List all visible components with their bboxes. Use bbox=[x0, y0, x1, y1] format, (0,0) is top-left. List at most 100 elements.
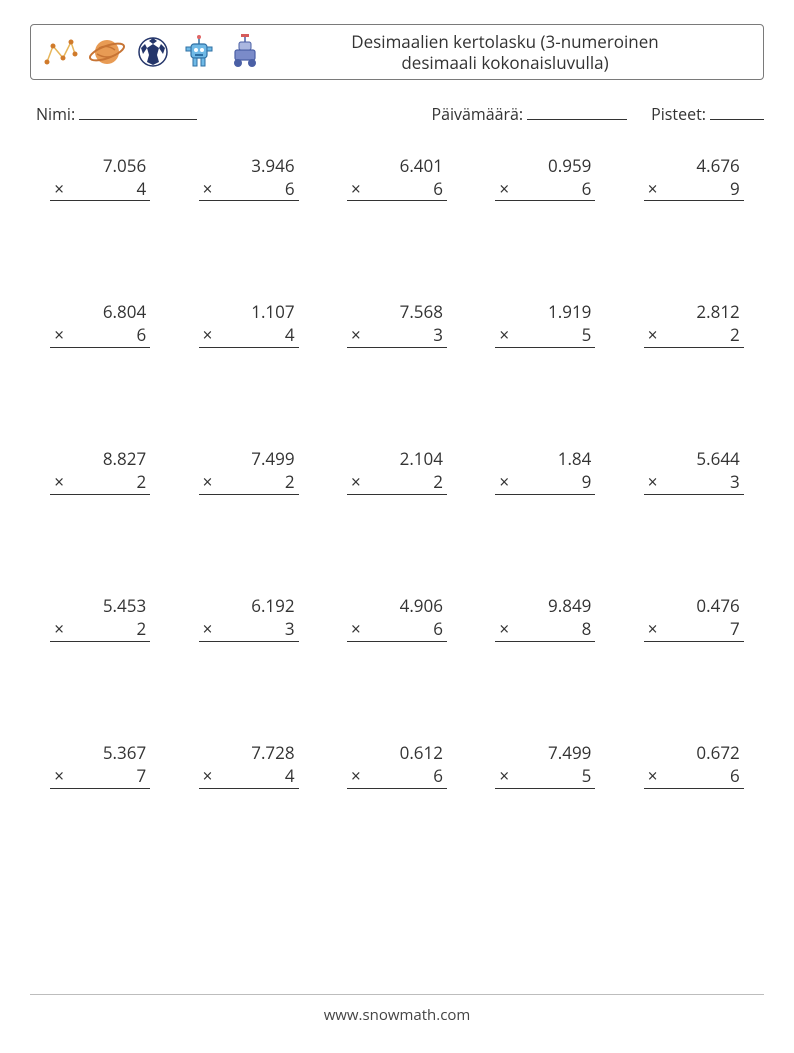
multiplication-problem: 4.906× 6 bbox=[347, 595, 447, 642]
multiplication-problem: 5.367×7 bbox=[50, 742, 150, 789]
operator-symbol: × bbox=[203, 765, 213, 788]
score-blank[interactable] bbox=[710, 102, 764, 120]
multiplier: 5 bbox=[582, 324, 592, 347]
multiplicand: 7.568 bbox=[347, 301, 447, 324]
multiplicand: 7.728 bbox=[199, 742, 299, 765]
footer-text: www.snowmath.com bbox=[0, 1005, 794, 1025]
multiplicand: 4.906 bbox=[347, 595, 447, 618]
multiplicand: 4.676 bbox=[644, 155, 744, 178]
operator-symbol: × bbox=[203, 178, 213, 201]
multiplier: 3 bbox=[285, 618, 295, 641]
planet-icon bbox=[87, 32, 127, 72]
operator-symbol: × bbox=[648, 765, 658, 788]
operator-symbol: × bbox=[351, 471, 361, 494]
multiplication-problem: 1.84×9 bbox=[495, 448, 595, 495]
score-field: Pisteet: bbox=[651, 102, 764, 125]
multiplication-problem: 7.056×4 bbox=[50, 155, 150, 202]
multiplication-problem: 5.453×2 bbox=[50, 595, 150, 642]
multiplicand: 6.401 bbox=[347, 155, 447, 178]
multiplier: 6 bbox=[136, 324, 146, 347]
operator-symbol: × bbox=[203, 471, 213, 494]
multiplication-problem: 0.959×6 bbox=[495, 155, 595, 202]
multiplier-row: ×6 bbox=[347, 765, 447, 789]
multiplier-row: ×8 bbox=[495, 618, 595, 642]
multiplier: 2 bbox=[136, 618, 146, 641]
worksheet-title: Desimaalien kertolasku (3-numeroinen des… bbox=[265, 31, 753, 74]
multiplicand: 8.827 bbox=[50, 448, 150, 471]
multiplier-row: ×5 bbox=[495, 765, 595, 789]
name-blank[interactable] bbox=[79, 102, 197, 120]
name-label: Nimi: bbox=[36, 103, 75, 125]
multiplier: 2 bbox=[730, 324, 740, 347]
multiplier: 3 bbox=[730, 471, 740, 494]
worksheet-page: Desimaalien kertolasku (3-numeroinen des… bbox=[0, 0, 794, 1053]
multiplier: 6 bbox=[433, 765, 443, 788]
multiplier: 2 bbox=[285, 471, 295, 494]
score-label: Pisteet: bbox=[651, 103, 706, 125]
operator-symbol: × bbox=[351, 324, 361, 347]
multiplier-row: ×2 bbox=[644, 324, 744, 348]
multiplier-row: ×7 bbox=[644, 618, 744, 642]
multiplication-problem: 9.849×8 bbox=[495, 595, 595, 642]
multiplicand: 0.612 bbox=[347, 742, 447, 765]
multiplier-row: ×3 bbox=[644, 471, 744, 495]
multiplier: 4 bbox=[285, 765, 295, 788]
info-row: Nimi: Päivämäärä: Pisteet: bbox=[30, 102, 764, 125]
operator-symbol: × bbox=[54, 178, 64, 201]
operator-symbol: × bbox=[499, 765, 509, 788]
multiplication-problem: 6.401×6 bbox=[347, 155, 447, 202]
multiplier-row: ×6 bbox=[495, 178, 595, 202]
multiplier-row: ×6 bbox=[644, 765, 744, 789]
operator-symbol: × bbox=[499, 471, 509, 494]
operator-symbol: × bbox=[54, 618, 64, 641]
multiplier: 4 bbox=[285, 324, 295, 347]
multiplication-problem: 0.476×7 bbox=[644, 595, 744, 642]
multiplicand: 7.056 bbox=[50, 155, 150, 178]
multiplier-row: ×2 bbox=[199, 471, 299, 495]
multiplication-problem: 3.946×6 bbox=[199, 155, 299, 202]
multiplicand: 0.476 bbox=[644, 595, 744, 618]
multiplication-problem: 7.499×2 bbox=[199, 448, 299, 495]
multiplier-row: ×4 bbox=[50, 178, 150, 202]
operator-symbol: × bbox=[648, 178, 658, 201]
multiplicand: 9.849 bbox=[495, 595, 595, 618]
operator-symbol: × bbox=[351, 618, 361, 641]
multiplication-problem: 1.107×4 bbox=[199, 301, 299, 348]
operator-symbol: × bbox=[499, 324, 509, 347]
multiplicand: 6.804 bbox=[50, 301, 150, 324]
multiplier: 6 bbox=[730, 765, 740, 788]
multiplier-row: ×2 bbox=[347, 471, 447, 495]
multiplier: 5 bbox=[582, 765, 592, 788]
multiplier: 8 bbox=[582, 618, 592, 641]
multiplication-problem: 7.728× 4 bbox=[199, 742, 299, 789]
multiplier-row: ×3 bbox=[199, 618, 299, 642]
footer-divider bbox=[30, 994, 764, 995]
multiplicand: 1.84 bbox=[495, 448, 595, 471]
multiplier-row: ×9 bbox=[644, 178, 744, 202]
operator-symbol: × bbox=[499, 618, 509, 641]
robot-icon bbox=[179, 32, 219, 72]
multiplicand: 2.812 bbox=[644, 301, 744, 324]
operator-symbol: × bbox=[499, 178, 509, 201]
date-blank[interactable] bbox=[527, 102, 627, 120]
rover-icon bbox=[225, 32, 265, 72]
multiplication-problem: 1.919×5 bbox=[495, 301, 595, 348]
multiplier: 3 bbox=[433, 324, 443, 347]
operator-symbol: × bbox=[648, 471, 658, 494]
multiplier-row: ×5 bbox=[495, 324, 595, 348]
multiplier-row: ×7 bbox=[50, 765, 150, 789]
multiplicand: 5.367 bbox=[50, 742, 150, 765]
multiplicand: 1.919 bbox=[495, 301, 595, 324]
title-line-1: Desimaalien kertolasku (3-numeroinen bbox=[265, 31, 745, 52]
multiplier-row: ×3 bbox=[347, 324, 447, 348]
multiplicand: 6.192 bbox=[199, 595, 299, 618]
multiplier: 6 bbox=[433, 618, 443, 641]
multiplier-row: ×6 bbox=[50, 324, 150, 348]
multiplicand: 2.104 bbox=[347, 448, 447, 471]
multiplicand: 5.644 bbox=[644, 448, 744, 471]
multiplication-problem: 5.644×3 bbox=[644, 448, 744, 495]
name-field: Nimi: bbox=[36, 102, 197, 125]
multiplicand: 7.499 bbox=[199, 448, 299, 471]
multiplier-row: ×6 bbox=[347, 178, 447, 202]
multiplier: 4 bbox=[136, 178, 146, 201]
